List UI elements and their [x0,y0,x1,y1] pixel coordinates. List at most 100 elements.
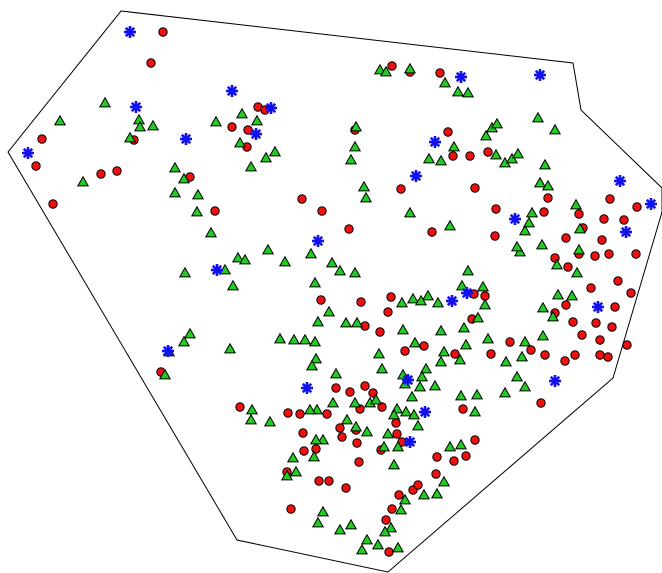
circle-point [381,515,391,525]
circle-point [317,206,327,216]
triangle-point [546,310,560,322]
triangle-point [510,240,524,252]
circle-point [560,356,570,366]
data-points [22,26,657,557]
triangle-point [391,440,405,452]
triangle-point [479,129,493,141]
triangle-point [414,294,428,306]
circle-point [632,202,642,212]
circle-point [146,58,156,68]
circle-point [490,231,500,241]
triangle-point [278,255,292,267]
circle-point [297,194,307,204]
circle-point [322,409,332,419]
circle-point [626,288,636,298]
circle-point [631,249,641,259]
triangle-point [322,305,336,317]
asterisk-point [404,436,416,448]
circle-point [449,456,459,466]
asterisk-point [455,71,467,83]
triangle-point [428,379,442,391]
circle-point [419,341,429,351]
circle-point [283,408,293,418]
triangle-point [178,266,192,278]
triangle-point [381,427,395,439]
triangle-point [268,145,282,157]
triangle-point [437,475,451,487]
triangle-point [231,251,245,263]
circle-point [335,423,345,433]
circle-point [465,151,475,161]
asterisk-point [265,102,277,114]
circle-point [577,330,587,340]
asterisk-point [180,133,192,145]
circle-point [435,68,445,78]
triangle-point [360,425,374,437]
triangle-point [478,298,492,310]
triangle-point [447,140,461,152]
triangle-point [391,541,405,553]
triangle-point [476,280,490,292]
triangle-point [372,347,386,359]
circle-point [210,206,220,216]
triangle-point [235,107,249,119]
triangle-point [204,226,218,238]
asterisk-point [211,264,223,276]
triangle-point [244,413,258,425]
circle-point [591,318,601,328]
triangle-point [498,386,512,398]
triangle-point [191,188,205,200]
triangle-point [359,191,373,203]
triangle-point [98,96,112,108]
triangle-point [273,332,287,344]
triangle-point [304,247,318,259]
triangle-point [344,518,358,530]
triangle-point [263,415,277,427]
circle-point [235,402,245,412]
triangle-point [454,389,468,401]
triangle-point [209,115,223,127]
triangle-point [340,413,354,425]
triangle-point [419,362,433,374]
triangle-point [417,488,431,500]
triangle-point [394,503,408,515]
triangle-point [190,205,204,217]
asterisk-point [301,382,313,394]
circle-point [345,387,355,397]
circle-point [387,61,397,71]
triangle-point [489,148,503,160]
circle-point [595,335,605,345]
circle-point [568,317,578,327]
circle-point [387,504,397,514]
circle-point [470,183,480,193]
triangle-point [333,523,347,535]
circle-point [458,404,468,414]
circle-point [597,235,607,245]
triangle-point [490,117,504,129]
triangle-point [403,62,417,74]
circle-point [448,151,458,161]
circle-point [337,432,347,442]
circle-point [540,350,550,360]
triangle-point [357,180,371,192]
circle-point [227,122,237,132]
triangle-point [329,367,343,379]
circle-point [431,469,441,479]
circle-point [505,337,515,347]
triangle-point [311,516,325,528]
triangle-point [510,370,524,382]
triangle-point [422,152,436,164]
triangle-point [309,433,323,445]
circle-point [314,476,324,486]
circle-point [443,127,453,137]
triangle-point [286,451,300,463]
triangle-point [405,390,419,402]
circle-point [324,476,334,486]
asterisk-point [419,406,431,418]
circle-point [526,345,536,355]
triangle-point [325,256,339,268]
asterisk-point [509,213,521,225]
triangle-point [245,403,259,415]
triangle-point [396,323,410,335]
